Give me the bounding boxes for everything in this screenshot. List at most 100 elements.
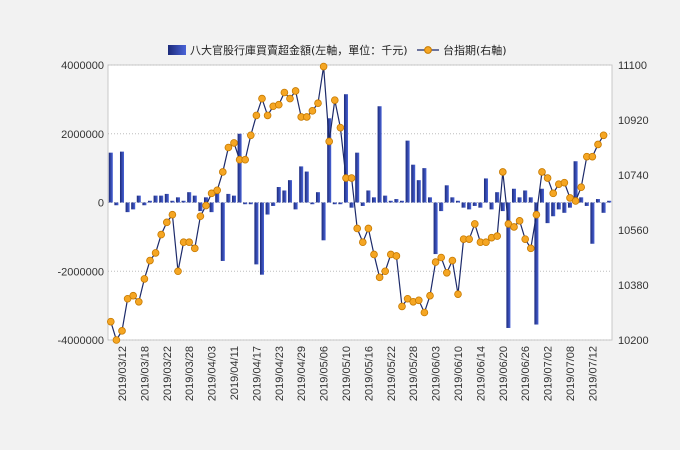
bar [360,202,365,206]
bar [416,180,421,203]
x-axis-tick: 2019/05/10 [341,346,353,401]
bar [595,199,601,203]
line-point [420,308,429,317]
x-axis-tick: 2019/04/17 [251,346,263,401]
line-point [588,152,597,161]
line-point [319,62,328,71]
line-point [263,111,272,120]
bar [411,164,416,203]
bar [175,197,181,203]
bar [114,202,119,206]
bar [271,202,276,206]
line-point [521,235,529,243]
bar [243,202,248,205]
line-point [302,113,311,121]
legend: 八大官股行庫買賣超金額(左軸，單位：千元) 台指期(右軸) [168,43,507,57]
bar [220,202,225,261]
line-point [252,111,261,120]
right-axis-tick: 10200 [618,335,649,347]
bar [209,202,214,213]
bar [472,202,477,206]
bar [226,193,231,203]
bar [119,151,125,203]
bar [388,200,393,203]
bar-series [108,94,612,328]
bar [332,202,337,205]
line-point [336,123,345,132]
line-series [107,62,608,344]
line-point [146,256,154,265]
bar [125,202,130,213]
bar [461,202,466,208]
bar [601,202,606,213]
bar [405,140,410,203]
bar [355,152,360,203]
grid-lines [108,64,612,341]
bar [164,193,169,203]
bar [439,202,444,212]
line-point [330,96,339,104]
line-point [532,210,541,219]
line-point [241,155,250,164]
line-point [370,250,378,259]
line-point [112,336,121,344]
bar [142,202,147,206]
bar [181,200,186,203]
line-point [286,94,294,103]
right-axis-tick: 10560 [618,225,649,237]
bar [147,200,153,203]
line-point [599,131,608,140]
legend-marker-swatch [424,46,432,54]
line-point [358,238,367,247]
line-point [470,220,479,228]
line-point [414,296,423,305]
bar [377,106,382,203]
bar [483,178,489,203]
line-point [135,298,143,306]
bar [248,202,253,205]
x-axis-tick: 2019/06/26 [520,346,532,401]
bar [567,202,573,208]
left-axis-tick: 0 [98,198,104,210]
bar [607,200,612,203]
right-axis-tick: 10380 [618,280,649,292]
x-axis-tick: 2019/03/12 [117,346,129,401]
line-point [151,249,160,257]
line-point [515,217,524,225]
line-point [493,232,502,240]
bar [511,188,517,203]
line-point [431,258,440,266]
x-axis-tick: 2019/05/06 [319,346,331,401]
bar [579,197,584,203]
bar [310,202,315,205]
bar [187,192,192,203]
line-point [543,174,552,182]
bar [254,202,259,265]
line-point [185,238,194,247]
bar [500,202,505,212]
bar [455,200,461,203]
x-axis-tick: 2019/05/16 [363,346,375,401]
line-point [594,140,602,149]
x-axis-tick: 2019/04/29 [296,346,308,401]
bar [489,202,494,210]
line-point [398,302,406,311]
line-point [258,94,266,103]
bar [528,197,533,203]
bar [327,118,332,203]
line-point [325,137,334,146]
line-point [560,178,569,187]
line-point [549,189,557,198]
x-axis-tick: 2019/06/10 [453,346,465,401]
bar [231,195,237,203]
bar [444,185,449,203]
line-point [465,235,474,243]
line-point [375,273,384,282]
bar [523,190,528,203]
line-point [308,107,317,115]
bar [450,197,455,203]
bar [551,202,556,217]
line-point [191,244,199,253]
x-axis-tick: 2019/03/28 [184,346,196,401]
